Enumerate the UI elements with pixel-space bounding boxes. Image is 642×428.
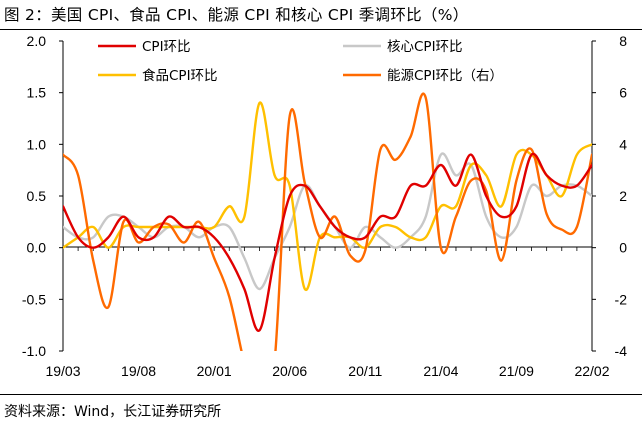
right-tick-label: 8 bbox=[619, 33, 627, 49]
series-line bbox=[63, 92, 592, 351]
line-chart: 2.0 1.5 1.0 0.5 0.0 -0.5 -1.0 8 6 4 2 0 -2 -4 19/03 19/… bbox=[22, 33, 627, 379]
chart-axes: 2.0 1.5 1.0 0.5 0.0 -0.5 -1.0 8 6 4 2 0 -2 -4 19/03 19/… bbox=[22, 33, 627, 379]
right-tick-label: 4 bbox=[619, 136, 627, 152]
x-tick-label: 20/11 bbox=[348, 363, 382, 379]
bottom-rule bbox=[0, 394, 642, 395]
x-tick-label: 19/03 bbox=[45, 363, 80, 379]
left-tick-label: -0.5 bbox=[22, 291, 46, 307]
right-tick-label: 6 bbox=[619, 85, 627, 101]
figure-title: 图 2：美国 CPI、食品 CPI、能源 CPI 和核心 CPI 季调环比（%） bbox=[4, 6, 469, 24]
chart-series bbox=[63, 92, 592, 351]
source-note: 资料来源：Wind，长江证券研究所 bbox=[4, 404, 222, 420]
x-tick-label: 22/02 bbox=[574, 363, 609, 379]
x-tick-label: 21/04 bbox=[423, 363, 458, 379]
left-tick-label: 1.5 bbox=[27, 85, 47, 101]
right-tick-label: 0 bbox=[619, 240, 627, 256]
x-tick-label: 20/01 bbox=[197, 363, 232, 379]
series-line bbox=[63, 152, 592, 291]
right-tick-label: -4 bbox=[615, 343, 628, 359]
left-tick-label: 0.5 bbox=[27, 188, 47, 204]
left-tick-label: 0.0 bbox=[27, 240, 47, 256]
x-tick-label: 21/09 bbox=[499, 363, 534, 379]
right-tick-label: -2 bbox=[615, 291, 628, 307]
x-tick-label: 19/08 bbox=[121, 363, 156, 379]
top-rule bbox=[0, 29, 642, 30]
legend-label: 食品CPI环比 bbox=[142, 67, 218, 84]
series-line bbox=[63, 152, 592, 332]
right-tick-label: 2 bbox=[619, 188, 627, 204]
left-tick-label: -1.0 bbox=[22, 343, 46, 359]
legend-label: CPI环比 bbox=[142, 39, 191, 55]
left-tick-label: 1.0 bbox=[27, 136, 47, 152]
legend-label: 核心CPI环比 bbox=[387, 39, 463, 55]
legend-label: 能源CPI环比（右） bbox=[387, 68, 503, 84]
x-tick-label: 20/06 bbox=[272, 363, 307, 379]
left-tick-label: 2.0 bbox=[27, 33, 47, 49]
